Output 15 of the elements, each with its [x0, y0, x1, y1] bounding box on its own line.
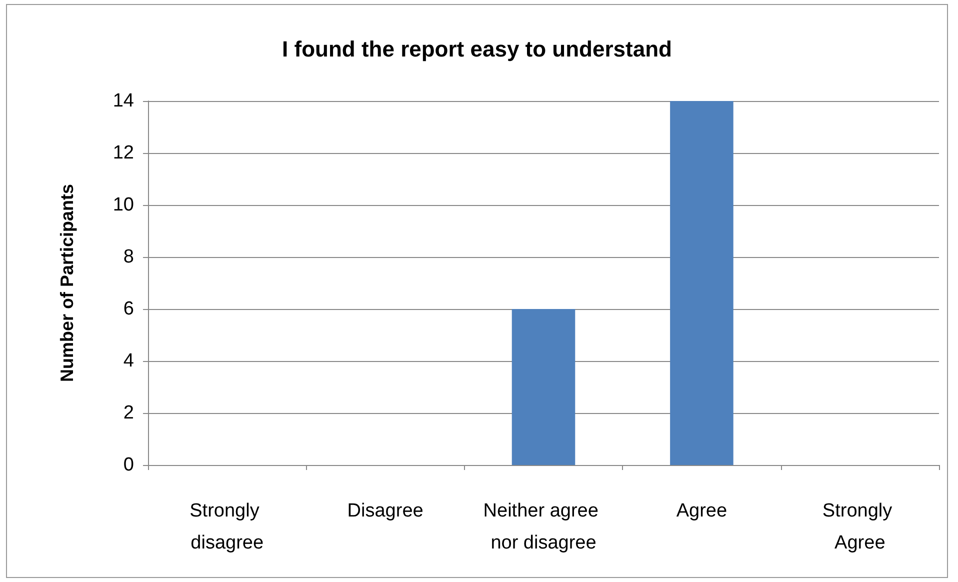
- y-tick-label: 6: [123, 298, 134, 320]
- y-axis-title: Number of Participants: [57, 184, 77, 382]
- y-tick-label: 2: [123, 402, 134, 424]
- chart-title: I found the report easy to understand: [282, 36, 672, 62]
- x-tick-label: Neither agree nor disagree: [483, 500, 604, 554]
- y-tick-label: 12: [112, 142, 134, 164]
- x-tick-label: Strongly Agree: [822, 500, 898, 554]
- y-tick-label: 10: [112, 194, 134, 216]
- x-tick-label: Disagree: [347, 500, 424, 522]
- y-tick-label: 8: [123, 246, 134, 268]
- y-tick-label: 0: [123, 454, 134, 476]
- x-tick-label: Strongly disagree: [190, 500, 265, 554]
- y-tick-label: 14: [112, 90, 134, 112]
- y-tick-label: 4: [123, 350, 134, 372]
- x-tick-label: Agree: [676, 500, 728, 522]
